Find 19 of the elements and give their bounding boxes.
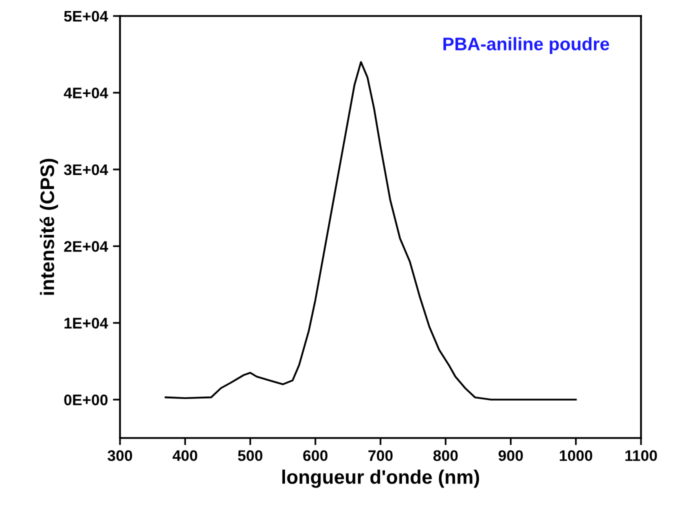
x-tick-label: 800 <box>433 450 458 462</box>
x-tick-label: 1000 <box>560 450 592 462</box>
line-series <box>164 61 577 401</box>
x-tick-label: 500 <box>238 450 262 462</box>
x-tick-label: 900 <box>498 450 523 462</box>
x-tick-label: 300 <box>108 450 132 462</box>
y-tick-label: 1E+04 <box>64 318 108 329</box>
x-tick-label: 600 <box>303 450 328 462</box>
y-axis-title: intensité (CPS) <box>40 158 58 295</box>
annotation: PBA-aniline poudre <box>443 37 610 54</box>
y-tick-label: 3E+04 <box>64 164 108 176</box>
x-tick-label: 1100 <box>625 450 657 462</box>
x-tick-label: 700 <box>368 450 393 462</box>
y-tick-label: 0E+00 <box>64 394 108 406</box>
x-axis-title: longueur d'onde (nm) <box>282 470 480 488</box>
y-tick-label: 4E+04 <box>64 88 108 98</box>
y-tick-label: 5E+04 <box>64 10 108 22</box>
x-tick-label: 400 <box>172 450 198 462</box>
y-tick-label: 2E+04 <box>64 241 108 252</box>
